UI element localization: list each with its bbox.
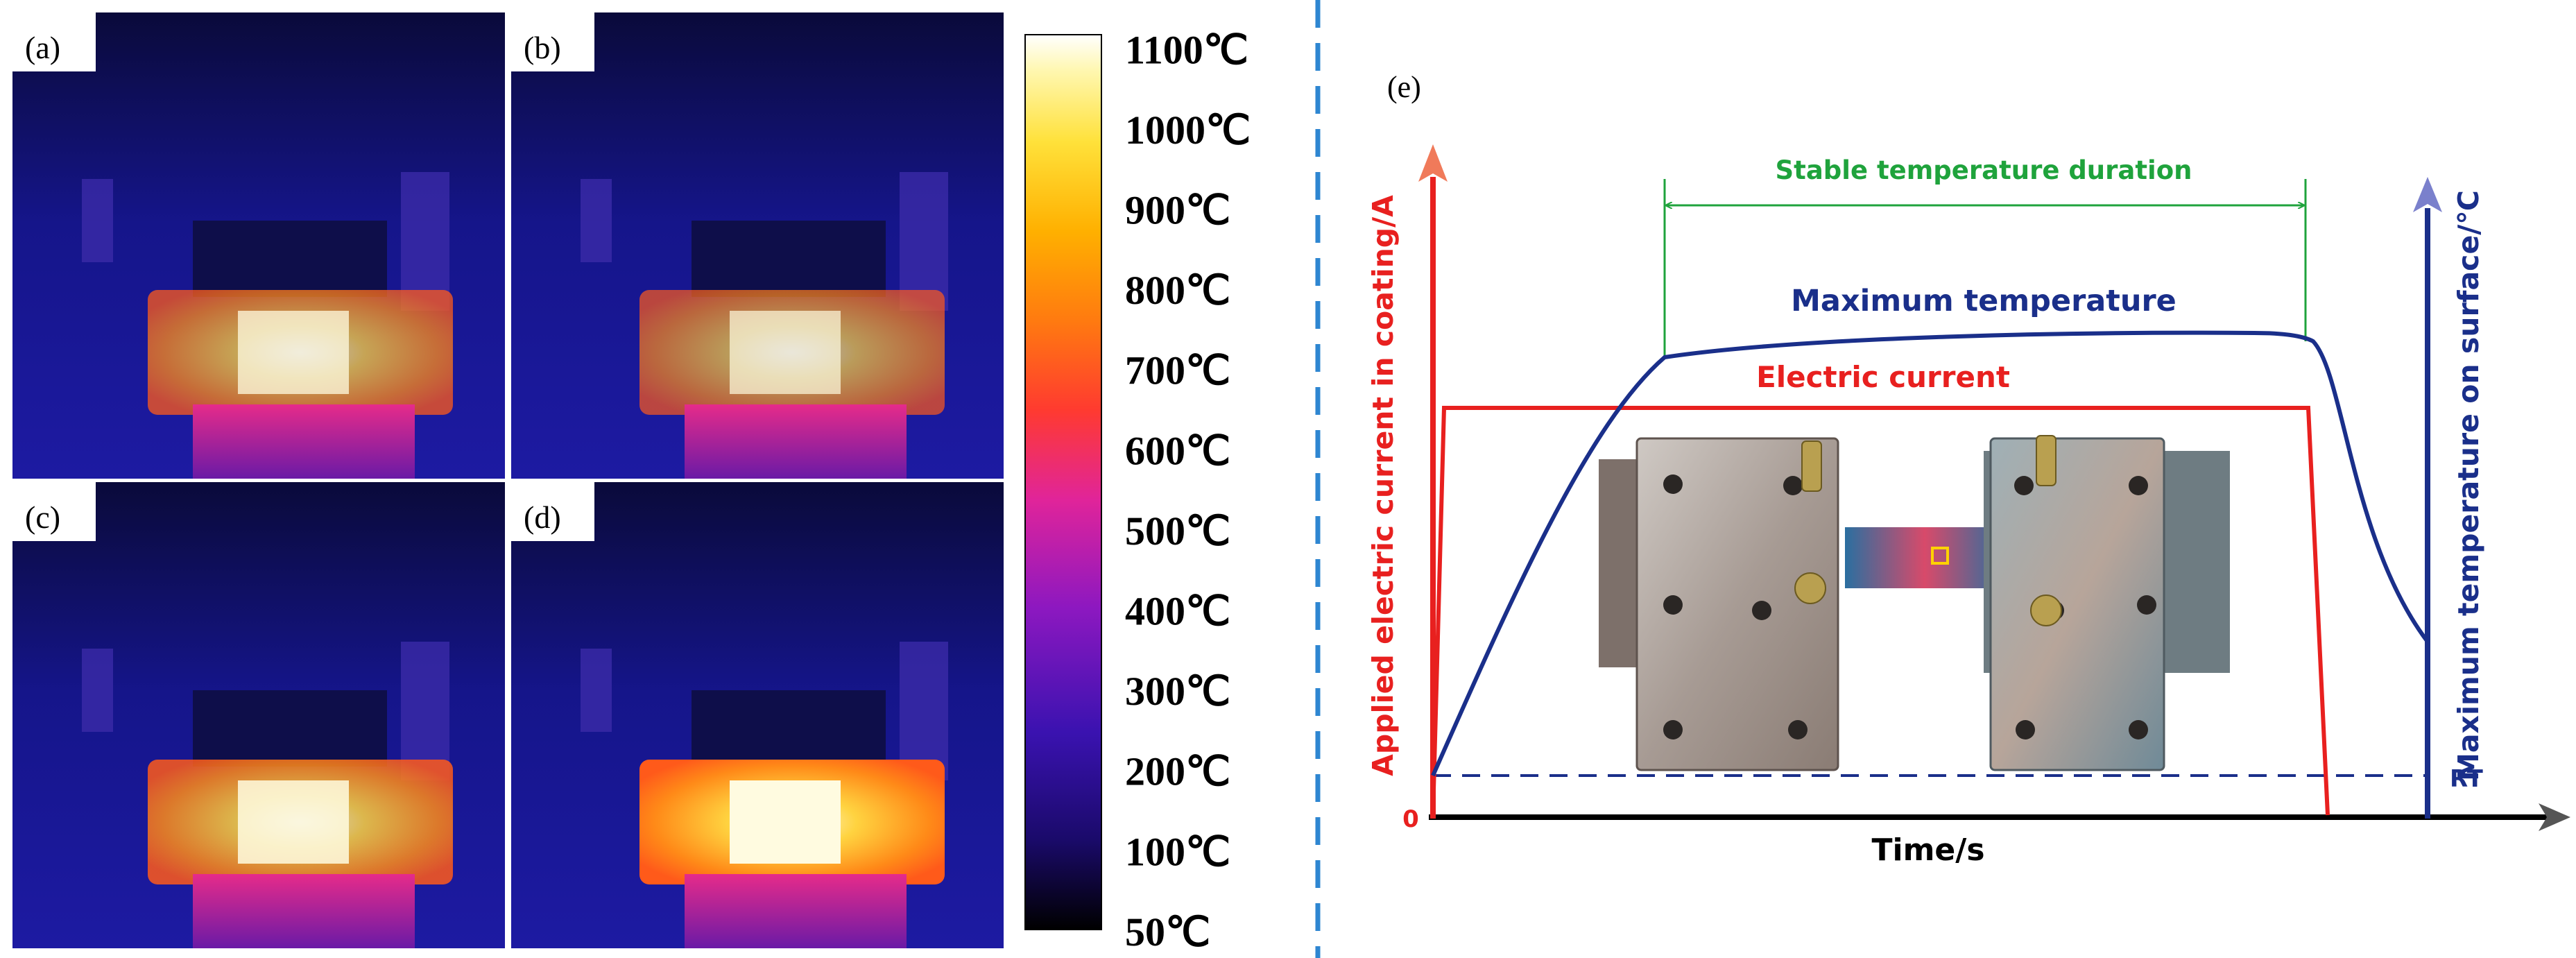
schematic-panel-e: (e) Stable temperature duration Electric… [1366,70,2570,868]
current-label: Electric current [1756,360,2010,394]
colorbar-tick-label: 800℃ [1125,268,1230,313]
colorbar-tick-label: 1100℃ [1125,27,1248,72]
panel-label-a: (a) [25,30,60,65]
max-temperature-curve [1431,330,2430,777]
colorbar-tick-label: 600℃ [1125,428,1230,473]
x-axis-arrowhead [2539,803,2570,831]
panel-a-fixtures [82,172,449,311]
panel-b-base [685,404,907,479]
max-temperature-label: Maximum temperature [1791,284,2176,318]
colorbar-tick-label: 900℃ [1125,188,1230,233]
colorbar-tick-labels: 1100℃ 1000℃ 900℃ 800℃ 700℃ 600℃ 500℃ 400℃ 300℃ 20… [1125,27,1251,955]
panel-c-fixtures [82,642,449,780]
panel-label-e: (e) [1387,70,1421,104]
colorbar-tick-label: 50℃ [1125,909,1210,955]
panel-b-glow-core [730,311,841,394]
left-axis-arrowhead [1418,144,1448,182]
panel-a-glow-core [238,311,349,394]
panel-c-glow-core [238,780,349,864]
panel-b-fixtures [581,172,948,311]
colorbar-tick-label: 400℃ [1125,589,1230,634]
duration-label: Stable temperature duration [1776,155,2192,185]
zero-label: 0 [1402,805,1419,833]
panel-c-base [193,874,415,948]
thermal-panel-d: (d) [511,482,1004,948]
colorbar-tick-label: 300℃ [1125,669,1230,714]
temperature-colorbar: 1100℃ 1000℃ 900℃ 800℃ 700℃ 600℃ 500℃ 400℃ 300℃ 20… [1024,27,1251,955]
panel-d-glow-core [730,780,841,864]
right-axis-arrowhead [2413,177,2442,212]
specimen-photo [1599,435,2230,771]
colorbar-tick-label: 500℃ [1125,508,1230,554]
rt-label: RT [2450,765,2484,793]
right-axis-label: Maximum temperature on surface/℃ [2452,190,2485,781]
colorbar-tick-label: 1000℃ [1125,108,1251,153]
x-axis-label: Time/s [1871,832,1984,868]
left-axis-label: Applied electric current in coating/A [1366,195,1400,776]
thermal-panel-b: (b) [511,12,1004,479]
panel-label-d: (d) [524,499,561,535]
current-curve [1431,406,2330,816]
panel-d-base [685,874,907,948]
panel-d-fixtures [581,642,948,780]
panel-label-b: (b) [524,30,561,65]
colorbar-tick-label: 200℃ [1125,749,1230,794]
panel-a-base [193,404,415,479]
colorbar-tick-label: 700℃ [1125,348,1230,393]
colorbar-tick-label: 100℃ [1125,829,1230,874]
thermal-panel-a: (a) [12,12,505,479]
colorbar-gradient [1024,34,1102,930]
panel-label-c: (c) [25,499,60,535]
measure-spot [1931,547,1949,565]
thermal-panel-c: (c) [12,482,505,948]
